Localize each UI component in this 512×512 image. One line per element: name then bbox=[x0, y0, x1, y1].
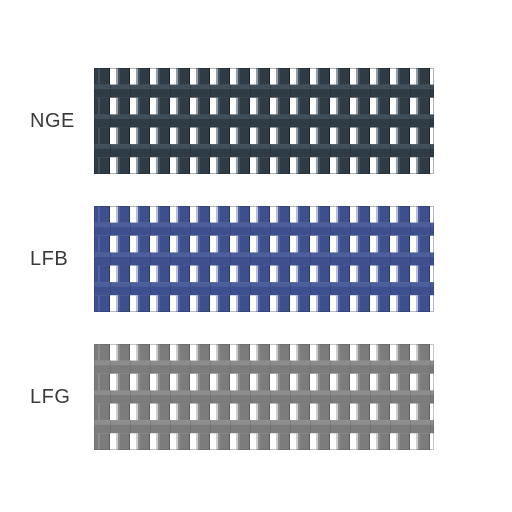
sample-label: LFG bbox=[30, 386, 94, 409]
belt-sample bbox=[94, 344, 434, 450]
material-samples: NGE LFB LFG bbox=[0, 0, 512, 512]
belt-sample bbox=[94, 206, 434, 312]
sample-row: LFB bbox=[30, 206, 482, 312]
sample-label: NGE bbox=[30, 110, 94, 133]
belt-sample bbox=[94, 68, 434, 174]
sample-row: NGE bbox=[30, 68, 482, 174]
sample-row: LFG bbox=[30, 344, 482, 450]
sample-label: LFB bbox=[30, 248, 94, 271]
